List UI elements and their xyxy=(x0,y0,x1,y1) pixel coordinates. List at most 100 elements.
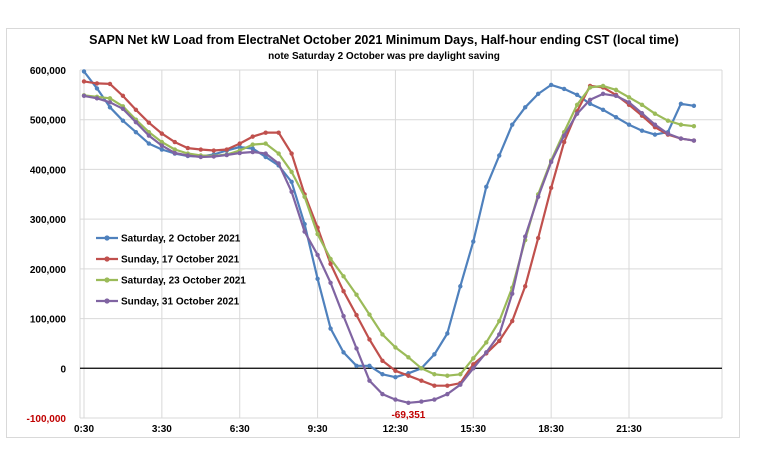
x-tick-label: 18:30 xyxy=(538,424,564,435)
data-point xyxy=(81,93,87,99)
data-point xyxy=(458,382,463,387)
series-line xyxy=(83,84,695,377)
legend-marker xyxy=(104,256,110,262)
data-point xyxy=(354,312,359,318)
data-point xyxy=(497,318,502,324)
data-point xyxy=(107,96,113,101)
data-point xyxy=(393,345,398,350)
y-tick-label: 0 xyxy=(60,364,66,375)
legend-label: Sunday, 17 October 2021 xyxy=(121,255,240,266)
x-tick-label: 12:30 xyxy=(383,424,409,435)
x-tick-label: 0:30 xyxy=(74,424,94,435)
data-point xyxy=(81,79,87,84)
data-point xyxy=(497,338,502,344)
data-point xyxy=(237,150,242,156)
data-point xyxy=(587,97,593,103)
data-point xyxy=(419,366,424,371)
data-point xyxy=(600,91,606,97)
data-point xyxy=(691,123,697,129)
data-point xyxy=(315,276,320,281)
data-point xyxy=(484,184,489,190)
data-point xyxy=(510,122,515,127)
data-point xyxy=(432,352,437,357)
data-point xyxy=(367,312,372,317)
data-point xyxy=(328,261,333,267)
data-point xyxy=(237,141,242,146)
data-point xyxy=(107,105,113,110)
data-point xyxy=(652,111,658,116)
data-point xyxy=(380,372,385,377)
data-point xyxy=(471,239,476,244)
data-point xyxy=(276,130,281,135)
series-3 xyxy=(81,83,697,378)
data-point xyxy=(691,103,697,108)
data-point xyxy=(185,153,191,158)
series-4 xyxy=(81,91,697,405)
data-point xyxy=(484,340,489,345)
data-point xyxy=(535,91,541,97)
data-point xyxy=(626,100,632,105)
data-point xyxy=(626,122,632,127)
data-point xyxy=(94,81,100,86)
chart-subtitle: note Saturday 2 October was pre daylight… xyxy=(268,51,500,62)
data-point xyxy=(224,152,229,158)
data-point xyxy=(665,131,671,136)
data-point xyxy=(380,332,385,337)
data-point xyxy=(263,151,268,156)
data-point xyxy=(380,358,385,364)
data-point xyxy=(497,332,502,337)
data-point xyxy=(159,143,165,148)
data-point xyxy=(250,134,255,139)
legend: Saturday, 2 October 2021 Sunday, 17 Octob… xyxy=(96,234,246,308)
data-point xyxy=(639,128,645,133)
data-point xyxy=(497,153,502,158)
data-point xyxy=(159,139,165,145)
data-point xyxy=(445,331,450,336)
series-line xyxy=(83,70,695,379)
data-point xyxy=(289,151,294,156)
data-point xyxy=(458,372,463,377)
data-point xyxy=(263,141,268,146)
data-point xyxy=(445,391,450,397)
y-tick-label: 600,000 xyxy=(30,66,67,77)
data-point xyxy=(354,292,359,297)
data-point xyxy=(652,132,658,137)
data-point xyxy=(406,355,411,360)
legend-label: Saturday, 23 October 2021 xyxy=(121,276,246,287)
data-point xyxy=(600,107,606,112)
data-point xyxy=(626,95,632,100)
data-point xyxy=(535,194,541,199)
y-tick-label: 500,000 xyxy=(30,116,67,127)
chart-title: SAPN Net kW Load from ElectraNet October… xyxy=(89,33,679,47)
data-point xyxy=(367,378,372,383)
data-point xyxy=(639,102,645,108)
y-tick-label: -100,000 xyxy=(27,414,67,425)
data-point xyxy=(471,356,476,361)
data-point xyxy=(665,118,671,123)
data-point xyxy=(561,139,567,145)
legend-label: Saturday, 2 October 2021 xyxy=(121,234,241,245)
data-point xyxy=(289,179,294,185)
data-point xyxy=(678,122,684,127)
data-point xyxy=(328,280,333,285)
data-point xyxy=(445,373,450,378)
data-point xyxy=(548,159,554,165)
data-point xyxy=(315,252,320,258)
data-point xyxy=(107,100,113,105)
chart-frame xyxy=(6,28,740,438)
data-point xyxy=(471,366,476,371)
data-point xyxy=(172,150,178,156)
data-point xyxy=(211,148,216,153)
data-point xyxy=(250,146,255,151)
data-point xyxy=(458,284,463,289)
x-tick-label: 3:30 xyxy=(152,424,172,435)
data-point xyxy=(341,274,346,279)
y-tick-label: 200,000 xyxy=(30,265,67,276)
data-point xyxy=(613,115,619,120)
data-point xyxy=(81,69,87,74)
data-point xyxy=(354,363,359,368)
data-point xyxy=(120,118,126,123)
data-point xyxy=(289,169,294,175)
legend-marker xyxy=(104,277,110,283)
data-point xyxy=(406,400,411,405)
